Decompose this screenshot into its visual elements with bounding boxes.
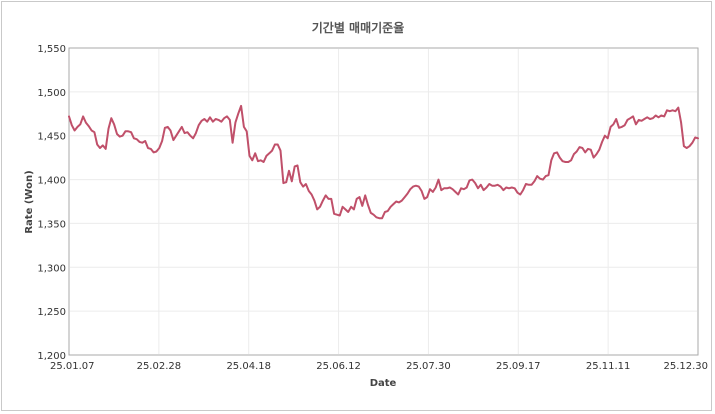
x-tick-label: 25.11.11 [586,361,631,372]
x-tick-label: 25.02.28 [137,361,182,372]
x-tick-label: 25.04.18 [226,361,271,372]
x-tick-label: 25.09.17 [496,361,541,372]
y-tick-label: 1,350 [37,219,66,230]
y-tick-label: 1,300 [37,263,66,274]
chart-title: 기간별 매매기준율 [312,20,405,35]
series-line [68,104,699,220]
y-tick-label: 1,550 [37,44,66,55]
x-tick-label: 25.07.30 [406,361,451,372]
grid-overlay [70,49,697,354]
y-axis-ticks: 1,200 1,250 1,300 1,350 1,400 1,450 1,500 1,550 [37,44,66,362]
x-axis-ticks: 25.01.07 25.02.28 25.04.18 25.06.12 25.07.30… [50,361,708,372]
x-axis-label: Date [370,378,397,389]
y-tick-label: 1,400 [37,176,66,187]
y-tick-label: 1,500 [37,88,66,99]
series-layer [68,104,699,220]
y-tick-label: 1,450 [37,132,66,143]
y-tick-label: 1,250 [37,307,66,318]
x-tick-label: 25.12.30 [663,361,708,372]
x-tick-label: 25.01.07 [50,361,95,372]
y-axis-label: Rate (Won) [24,170,35,233]
x-tick-label: 25.06.12 [316,361,361,372]
plot-area [68,47,699,356]
y-tick-label: 1,200 [37,351,66,362]
